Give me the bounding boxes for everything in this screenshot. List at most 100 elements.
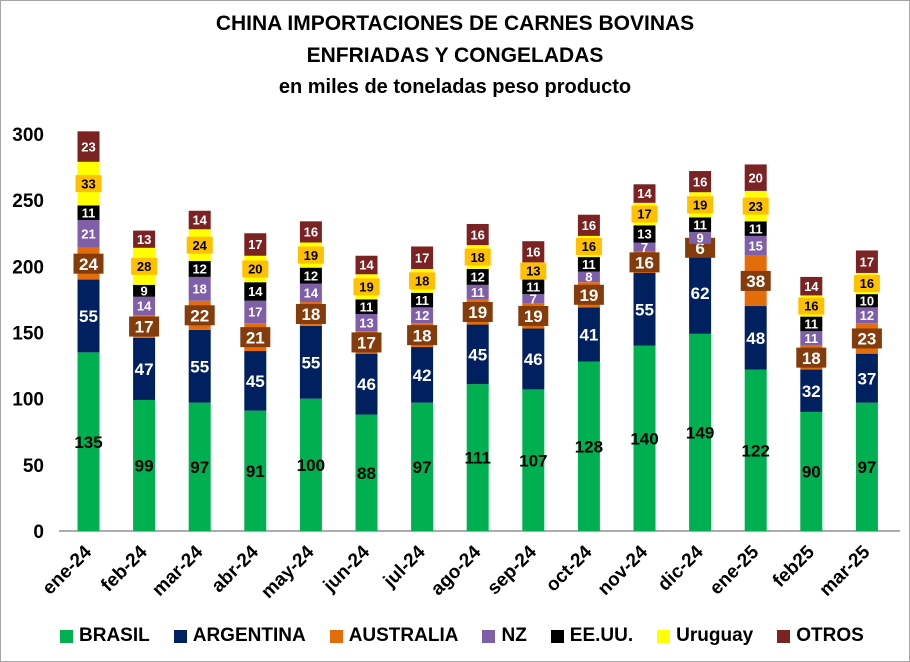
legend-item: Uruguay [657,625,753,647]
data-label: 18 [192,282,206,297]
bar-segment-eeuu [633,225,656,243]
data-label: 16 [470,227,484,242]
data-label: 16 [582,239,596,254]
bar-segment-eeuu [188,261,211,277]
legend-label: Uruguay [676,625,754,646]
data-label: 41 [579,326,598,345]
bar-segment-otros [244,233,267,256]
data-label-box [240,327,271,348]
data-label-box [796,347,827,368]
bar-segment-otros [466,223,489,246]
data-label: 62 [691,284,710,303]
bar-segment-otros [855,250,878,273]
data-label: 48 [746,329,765,348]
legend-item: EE.UU. [550,625,634,647]
x-tick-label: feb-24 [97,541,152,596]
x-tick-label: ene-24 [39,541,97,599]
legend-label: EE.UU. [569,625,634,646]
data-label: 19 [468,303,487,322]
legend-label: NZ [501,625,527,646]
data-label: 8 [585,270,592,285]
data-label: 18 [301,305,320,324]
data-label: 17 [357,334,376,353]
data-label: 11 [804,317,818,332]
legend-label: AUSTRALIA [348,625,459,646]
data-label-box [798,297,825,315]
bar-segment-eeuu [411,292,434,308]
bar-segment-brasil [800,411,823,531]
bar-segment-nz [466,284,489,300]
data-label: 33 [81,176,95,191]
x-tick-label: mar-24 [148,541,207,600]
bar-segment-brasil [77,352,100,531]
y-tick-label: 100 [12,390,44,411]
data-label: 9 [140,283,147,298]
data-label: 17 [637,207,651,222]
data-label-box [629,252,660,273]
data-label: 23 [748,199,762,214]
legend-item: OTROS [777,625,864,647]
data-label: 12 [470,270,484,285]
bar-segment-eeuu [800,316,823,332]
y-tick-label: 0 [33,522,44,543]
data-label: 20 [248,262,262,277]
data-label: 16 [304,225,318,240]
bar-segment-nz [188,276,211,301]
data-label: 16 [582,218,596,233]
data-label: 10 [860,293,874,308]
legend: BRASIL ARGENTINA AUSTRALIA NZ EE.UU. Uruguay O… [60,624,864,648]
data-label: 9 [696,231,703,246]
bar-segment-argentina [188,329,211,403]
data-label: 19 [524,307,543,326]
x-tick-label: may-24 [257,541,318,602]
data-label: 17 [135,318,154,337]
data-label: 17 [860,254,874,269]
bar-segment-nz [800,331,823,346]
x-tick-label: oct-24 [542,541,597,596]
data-label: 45 [468,345,487,364]
bar-segment-argentina [689,251,712,334]
bar-segment-eeuu [355,299,378,314]
data-label: 14 [359,258,374,273]
data-label: 18 [470,250,484,265]
data-label-box [742,197,769,215]
bar-segment-argentina [855,353,878,403]
data-label: 17 [248,237,262,252]
data-label: 16 [804,299,818,314]
legend-label: ARGENTINA [192,625,306,646]
data-label: 12 [860,308,874,323]
data-label: 90 [802,463,821,482]
data-label: 14 [637,186,652,201]
data-label: 12 [415,308,429,323]
y-tick-label: 200 [12,257,44,278]
data-label: 97 [857,458,876,477]
bar-segment-argentina [77,279,100,353]
bar-segment-otros [133,230,156,248]
data-label: 14 [304,285,319,300]
bar-segment-nz [522,294,545,304]
bar-segment-eeuu [77,205,100,221]
bar-segment-otros [77,131,100,162]
bar-segment-nz [355,313,378,332]
bar-segment-brasil [411,402,434,531]
data-label: 16 [860,276,874,291]
legend-swatch [657,629,671,643]
data-label: 45 [246,372,265,391]
data-label: 11 [360,299,374,314]
data-label: 11 [471,285,485,300]
data-label-box [242,260,269,278]
data-label: 55 [301,353,320,372]
y-tick-label: 250 [12,191,44,212]
data-label: 7 [641,240,648,255]
bar-segment-otros [633,184,656,203]
data-label: 19 [304,248,318,263]
legend-swatch [329,629,343,643]
data-label: 11 [749,221,763,236]
data-label-box [464,248,491,266]
data-label: 28 [137,259,151,274]
data-label: 7 [530,291,537,306]
x-tick-label: jul-24 [379,541,430,592]
data-label: 21 [81,227,95,242]
legend-swatch [550,629,564,643]
